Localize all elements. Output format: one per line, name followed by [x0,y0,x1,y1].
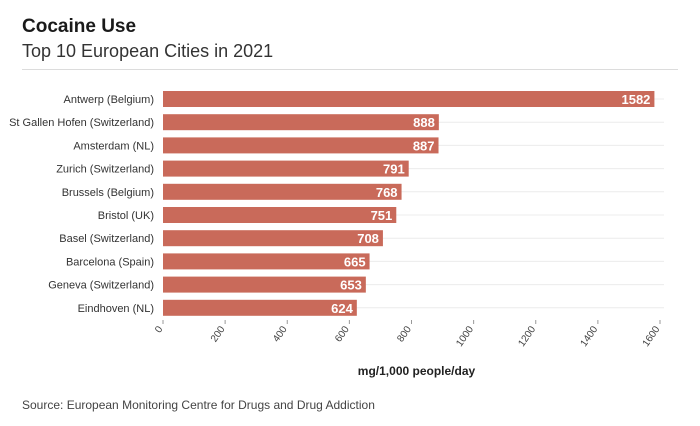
bar [163,230,383,247]
title-divider [22,69,678,70]
bar [163,160,409,177]
chart-subtitle: Top 10 European Cities in 2021 [22,41,274,61]
value-label: 887 [413,138,435,153]
category-label: Basel (Switzerland) [59,233,154,245]
category-label: St Gallen Hofen (Switzerland) [9,117,154,129]
x-tick-label: 400 [271,324,290,344]
category-label: Brussels (Belgium) [62,187,154,199]
bars [163,91,655,316]
category-label: Barcelona (Spain) [66,256,154,268]
category-labels: Antwerp (Belgium) St Gallen Hofen (Switze… [9,94,154,315]
value-label: 888 [413,115,435,130]
bar [163,253,370,270]
value-labels: 1582 888 887 791 768 751 708 665 653 624 [331,92,650,316]
bar [163,91,655,107]
source-note: Source: European Monitoring Centre for D… [22,398,375,412]
x-tick-label: 1600 [641,324,663,349]
value-label: 751 [371,208,393,223]
category-label: Amsterdam (NL) [73,140,154,152]
value-label: 1582 [621,92,650,107]
x-tick-label: 600 [333,324,352,344]
x-tick-label: 1000 [454,324,476,349]
gridlines [163,98,664,309]
category-label: Eindhoven (NL) [78,303,154,315]
category-label: Geneva (Switzerland) [48,280,154,292]
bar-chart: Antwerp (Belgium) St Gallen Hofen (Switze… [9,91,664,378]
x-tick-label: 800 [395,324,414,344]
value-label: 768 [376,185,398,200]
bar [163,207,397,223]
value-label: 791 [383,162,405,177]
x-tick-label: 1400 [579,324,601,349]
bar [163,114,439,131]
bar [163,137,439,154]
bar [163,276,366,293]
x-axis-ticks: 0 200 400 600 800 1000 1200 1400 1600 [153,320,663,349]
category-label: Zurich (Switzerland) [56,164,154,176]
x-axis-title: mg/1,000 people/day [358,364,476,378]
value-label: 653 [340,278,362,293]
x-tick-label: 0 [153,324,165,335]
x-tick-label: 200 [209,324,228,344]
bar [163,183,402,200]
category-label: Antwerp (Belgium) [64,94,154,106]
value-label: 665 [344,254,366,269]
chart-title: Cocaine Use [22,16,137,37]
value-label: 624 [331,301,353,316]
value-label: 708 [357,231,379,246]
bar [163,299,357,316]
x-tick-label: 1200 [516,324,538,349]
category-label: Bristol (UK) [98,210,154,222]
